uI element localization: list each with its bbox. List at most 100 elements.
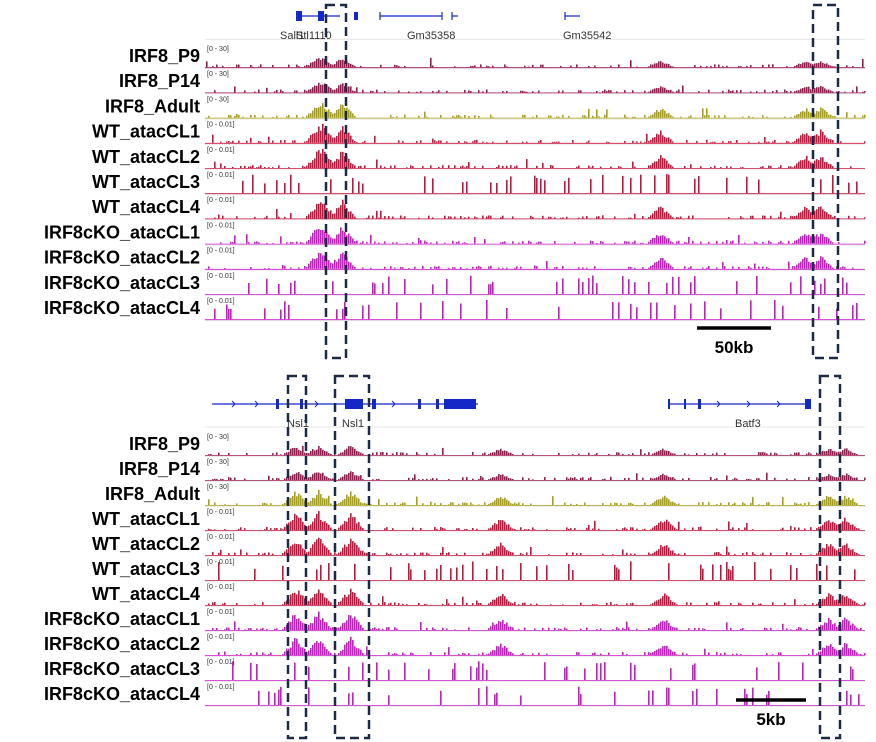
signal-bar bbox=[632, 116, 634, 118]
signal-bar bbox=[292, 242, 294, 244]
signal-bar bbox=[690, 282, 692, 294]
signal-bar bbox=[432, 478, 434, 480]
signal-bar bbox=[308, 453, 310, 455]
signal-bar bbox=[744, 503, 746, 505]
signal-bar bbox=[244, 90, 246, 93]
signal-bar bbox=[212, 134, 214, 143]
signal-bar bbox=[340, 626, 342, 630]
signal-bar bbox=[810, 236, 812, 244]
signal-bar bbox=[658, 599, 660, 605]
signal-bar bbox=[492, 452, 494, 455]
signal-bar bbox=[476, 667, 478, 680]
signal-bar bbox=[354, 592, 356, 605]
signal-bar bbox=[668, 596, 670, 605]
signal-bar bbox=[752, 529, 754, 530]
signal-bar bbox=[348, 86, 350, 93]
signal-bar bbox=[816, 63, 818, 68]
signal-bar bbox=[488, 453, 490, 455]
track-range: [0 - 0.01] bbox=[207, 659, 235, 666]
signal-bar bbox=[468, 90, 470, 93]
signal-bar bbox=[658, 61, 660, 68]
signal-bar bbox=[310, 647, 312, 655]
signal-bar bbox=[698, 176, 700, 194]
signal-bar bbox=[446, 599, 448, 605]
signal-bar bbox=[780, 165, 782, 168]
signal-bar bbox=[842, 521, 844, 530]
signal-bar bbox=[680, 116, 682, 118]
signal-bar bbox=[658, 111, 660, 118]
signal-bar bbox=[228, 553, 230, 555]
signal-bar bbox=[494, 477, 496, 480]
signal-bar bbox=[228, 452, 230, 455]
track-row: WT_atacCL2 [0 - 0.01] bbox=[92, 534, 865, 557]
signal-bar bbox=[658, 450, 660, 455]
signal-bar bbox=[854, 650, 856, 655]
signal-bar bbox=[290, 647, 292, 655]
signal-bar bbox=[250, 653, 252, 655]
signal-bar bbox=[224, 504, 226, 505]
signal-bar bbox=[348, 615, 350, 630]
signal-bar bbox=[702, 568, 704, 580]
signal-bar bbox=[836, 477, 838, 480]
signal-bar bbox=[662, 108, 664, 118]
signal-bar bbox=[346, 156, 348, 168]
signal-bar bbox=[308, 239, 310, 244]
signal-bar bbox=[306, 267, 308, 269]
track-row: IRF8_Adult [0 - 30] bbox=[105, 484, 865, 507]
signal-bar bbox=[308, 477, 310, 480]
signal-bar bbox=[384, 91, 386, 93]
signal-bar bbox=[276, 452, 278, 455]
gene-label: Stl1110 bbox=[296, 30, 332, 42]
signal-bar bbox=[268, 691, 270, 705]
signal-bar bbox=[594, 652, 596, 655]
signal-bar bbox=[670, 649, 672, 655]
signal-bar bbox=[574, 528, 576, 530]
signal-bar bbox=[278, 478, 280, 480]
signal-bar bbox=[784, 89, 786, 93]
signal-bar bbox=[814, 160, 816, 168]
signal-bar bbox=[234, 477, 236, 480]
signal-bar bbox=[810, 527, 812, 530]
signal-bar bbox=[664, 495, 666, 505]
signal-bar bbox=[328, 62, 330, 68]
signal-bar bbox=[802, 160, 804, 168]
signal-bar bbox=[588, 140, 590, 143]
signal-bar bbox=[818, 551, 820, 555]
signal-bar bbox=[318, 203, 320, 219]
signal-bar bbox=[284, 140, 286, 143]
signal-bar bbox=[830, 594, 832, 605]
strand-arrow-icon bbox=[314, 400, 319, 408]
signal-bar bbox=[798, 504, 800, 505]
signal-bar bbox=[668, 499, 670, 505]
signal-bar bbox=[490, 626, 492, 630]
signal-bar bbox=[244, 478, 246, 480]
signal-bar bbox=[346, 132, 348, 143]
signal-bar bbox=[330, 88, 332, 93]
signal-bar bbox=[830, 619, 832, 630]
signal-bar bbox=[594, 116, 596, 118]
signal-bar bbox=[702, 267, 704, 269]
signal-bar bbox=[454, 66, 456, 68]
signal-bar bbox=[510, 551, 512, 555]
signal-bar bbox=[578, 217, 580, 219]
signal-bar bbox=[804, 134, 806, 143]
signal-bar bbox=[352, 471, 354, 480]
signal-bar bbox=[488, 653, 490, 655]
signal-bar bbox=[474, 166, 476, 168]
signal-bar bbox=[556, 266, 558, 269]
signal-bar bbox=[258, 89, 260, 93]
signal-bar bbox=[418, 115, 420, 118]
signal-bar bbox=[464, 242, 466, 244]
signal-bar bbox=[688, 116, 690, 118]
signal-bar bbox=[864, 217, 866, 219]
signal-bar bbox=[666, 545, 668, 555]
signal-bar bbox=[242, 116, 244, 118]
signal-bar bbox=[212, 602, 214, 605]
signal-bar bbox=[282, 553, 284, 555]
signal-bar bbox=[668, 547, 670, 555]
signal-bar bbox=[578, 453, 580, 455]
signal-bar bbox=[738, 235, 740, 244]
signal-bar bbox=[488, 603, 490, 605]
signal-bar bbox=[412, 653, 414, 655]
signal-bar bbox=[486, 142, 488, 143]
